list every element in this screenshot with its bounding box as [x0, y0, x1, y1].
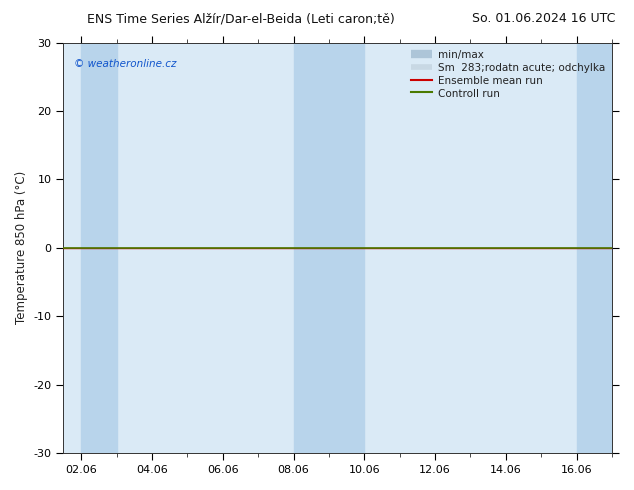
Bar: [577, 43, 612, 453]
Text: © weatheronline.cz: © weatheronline.cz: [74, 59, 177, 69]
Bar: [81, 43, 117, 453]
Text: So. 01.06.2024 16 UTC: So. 01.06.2024 16 UTC: [472, 12, 615, 25]
Text: ENS Time Series Alžír/Dar-el-Beida (Leti caron;tě): ENS Time Series Alžír/Dar-el-Beida (Leti…: [87, 12, 395, 25]
Legend: min/max, Sm  283;rodatn acute; odchylka, Ensemble mean run, Controll run: min/max, Sm 283;rodatn acute; odchylka, …: [410, 48, 607, 100]
Bar: [294, 43, 365, 453]
Y-axis label: Temperature 850 hPa (°C): Temperature 850 hPa (°C): [15, 171, 28, 324]
